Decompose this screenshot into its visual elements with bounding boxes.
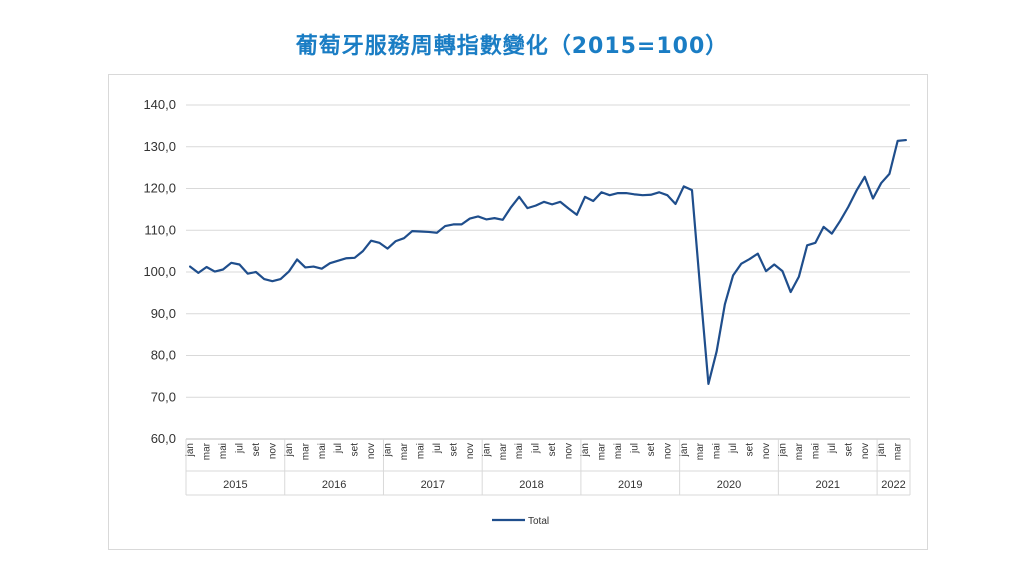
- month-tick-label: mai: [810, 443, 821, 459]
- month-tick-label: jan: [284, 443, 295, 457]
- y-tick-label: 110,0: [144, 222, 176, 237]
- month-tick-label: mai: [514, 443, 525, 459]
- month-tick-label: set: [448, 443, 459, 457]
- month-tick-label: set: [745, 443, 756, 457]
- month-tick-label: nov: [267, 443, 278, 459]
- month-tick-label: jan: [777, 443, 788, 457]
- month-tick-label: nov: [761, 443, 772, 459]
- chart-title: 葡萄牙服務周轉指數變化（2015=100）: [295, 34, 729, 59]
- month-tick-label: nov: [860, 443, 871, 459]
- month-tick-label: jan: [580, 443, 591, 457]
- month-tick-label: mar: [300, 442, 311, 460]
- month-tick-label: mai: [712, 443, 723, 459]
- year-label: 2019: [618, 479, 642, 491]
- month-tick-label: set: [350, 443, 361, 457]
- y-axis: 60,0 70,0 80,0 90,0 100,0 110,0 120,0 130,0 140,…: [143, 97, 176, 446]
- y-tick-label: 100,0: [143, 264, 176, 279]
- year-label: 2016: [322, 479, 346, 491]
- y-tick-label: 60,0: [151, 431, 176, 446]
- y-tick-label: 130,0: [143, 139, 176, 154]
- month-tick-label: mai: [317, 443, 328, 459]
- y-tick-label: 80,0: [151, 348, 176, 363]
- month-tick-label: mar: [202, 442, 213, 460]
- month-tick-label: set: [251, 443, 262, 457]
- month-tick-label: mai: [415, 443, 426, 459]
- legend-label: Total: [528, 516, 549, 527]
- month-tick-label: jan: [876, 443, 887, 457]
- month-tick-label: mar: [695, 442, 706, 460]
- series-line-total: [189, 138, 907, 385]
- month-tick-label: mai: [218, 443, 229, 459]
- grid-lines: [186, 104, 910, 440]
- month-tick-label: mar: [596, 442, 607, 460]
- month-tick-label: set: [843, 443, 854, 457]
- month-tick-label: jul: [333, 443, 344, 454]
- year-label: 2020: [717, 479, 741, 491]
- month-tick-label: jan: [383, 443, 394, 457]
- line-chart: 60,0 70,0 80,0 90,0 100,0 110,0 120,0 130,0 140,…: [143, 97, 911, 527]
- month-tick-label: jul: [432, 443, 443, 454]
- y-tick-label: 70,0: [151, 389, 176, 404]
- month-tick-label: nov: [662, 443, 673, 459]
- y-tick-label: 120,0: [143, 181, 176, 196]
- month-tick-label: set: [646, 443, 657, 457]
- month-tick-label: jul: [531, 443, 542, 454]
- legend: Total: [492, 516, 549, 527]
- month-tick-label: set: [547, 443, 558, 457]
- month-tick-label: mar: [498, 442, 509, 460]
- month-tick-label: jul: [728, 443, 739, 454]
- year-label: 2022: [881, 479, 905, 491]
- year-label: 2015: [223, 479, 247, 491]
- month-tick-label: nov: [465, 443, 476, 459]
- month-tick-label: jul: [234, 443, 245, 454]
- year-label: 2017: [421, 479, 445, 491]
- month-tick-label: jul: [827, 443, 838, 454]
- y-tick-label: 90,0: [151, 306, 176, 321]
- chart-frame: 60,0 70,0 80,0 90,0 100,0 110,0 120,0 130,0 140,…: [108, 74, 928, 550]
- month-tick-label: mar: [399, 442, 410, 460]
- month-tick-label: jan: [185, 443, 196, 457]
- year-label: 2021: [815, 479, 839, 491]
- month-tick-label: jan: [481, 443, 492, 457]
- month-tick-label: mar: [794, 442, 805, 460]
- month-tick-label: nov: [366, 443, 377, 459]
- month-tick-label: mai: [613, 443, 624, 459]
- month-tick-label: jul: [629, 443, 640, 454]
- year-label: 2018: [519, 479, 543, 491]
- series-group: [189, 138, 907, 385]
- y-tick-label: 140,0: [143, 97, 176, 112]
- month-tick-label: nov: [564, 443, 575, 459]
- month-tick-label: jan: [679, 443, 690, 457]
- month-tick-label: mar: [893, 442, 904, 460]
